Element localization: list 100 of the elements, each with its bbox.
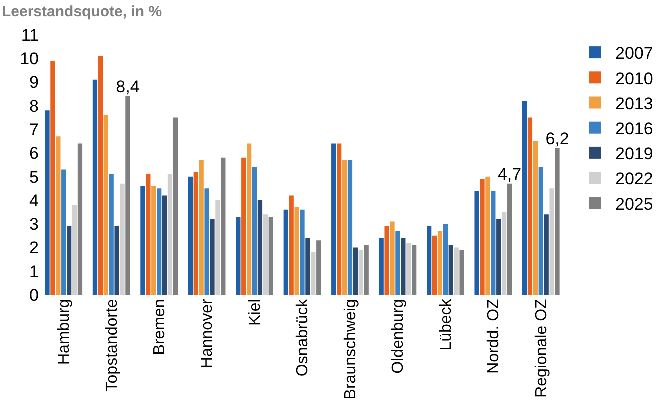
bar: [412, 245, 417, 295]
bar: [311, 252, 316, 295]
bar: [92, 80, 98, 295]
bar: [162, 196, 168, 295]
bar: [140, 186, 146, 295]
y-tick-label: 10: [20, 50, 39, 69]
bar: [45, 110, 50, 295]
bar: [67, 226, 72, 295]
bar: [507, 184, 512, 295]
bar: [268, 217, 274, 295]
bar: [332, 144, 336, 295]
bar: [258, 200, 263, 295]
x-tick-label: Oldenburg: [390, 299, 408, 374]
bar: [98, 56, 103, 295]
bar: [247, 144, 252, 295]
legend-label: 2010: [616, 69, 654, 88]
x-tick-label: Regionale OZ: [533, 298, 550, 398]
bar: [50, 61, 56, 295]
data-label: 8,4: [116, 77, 140, 96]
bar: [242, 158, 246, 295]
x-tick-label: Lübeck: [438, 298, 455, 351]
bar: [289, 196, 294, 295]
bar: [78, 144, 83, 295]
bar: [538, 167, 544, 295]
bar: [146, 174, 151, 295]
bar: [496, 219, 502, 295]
bar: [306, 238, 310, 295]
bar: [379, 238, 384, 295]
y-tick-label: 4: [30, 191, 39, 210]
bar: [454, 248, 459, 295]
bar: [406, 243, 412, 295]
data-label: 4,7: [498, 164, 522, 184]
bar: [56, 136, 61, 295]
bar: [502, 212, 507, 295]
bar: [199, 160, 204, 295]
bar: [443, 224, 448, 295]
bar: [316, 240, 322, 295]
bar: [353, 248, 358, 295]
legend-label: 2022: [616, 170, 654, 189]
bar: [263, 214, 268, 295]
bar: [126, 96, 130, 295]
bar: [221, 158, 226, 295]
legend-label: 2025: [616, 194, 654, 214]
bar: [204, 188, 210, 295]
bar: [533, 141, 538, 295]
chart-title: Leerstandsquote, in %: [2, 4, 162, 21]
bar: [236, 217, 241, 295]
bar: [300, 210, 305, 295]
bar: [555, 148, 560, 295]
x-tick-label: Hannover: [199, 298, 216, 369]
bar: [480, 179, 485, 295]
bar: [109, 174, 114, 295]
bar: [384, 226, 390, 295]
bar: [432, 236, 438, 295]
bar: [401, 238, 406, 295]
x-tick-label: Bremen: [152, 299, 169, 356]
legend-label: 2007: [616, 44, 654, 64]
x-tick-label: Nordd. OZ: [486, 298, 503, 374]
y-tick-label: 1: [30, 262, 39, 282]
x-tick-label: Braunschweig: [342, 299, 360, 400]
legend-label: 2019: [616, 144, 654, 164]
bar: [491, 191, 496, 295]
bar: [284, 210, 288, 295]
bar: [522, 101, 528, 295]
bar: [294, 208, 300, 295]
bar: [120, 184, 125, 295]
y-tick-label: 5: [30, 168, 39, 187]
bar: [104, 115, 108, 295]
data-label: 6,2: [546, 129, 570, 148]
x-tick-label: Osnabrück: [294, 298, 312, 377]
bar: [342, 160, 348, 295]
bar: [364, 245, 369, 295]
bar: [427, 226, 432, 295]
legend-label: 2016: [616, 119, 654, 138]
bar: [486, 176, 490, 295]
bar: [474, 191, 480, 295]
y-tick-label: 9: [30, 73, 39, 92]
bar: [168, 174, 173, 295]
y-tick-label: 6: [30, 144, 39, 164]
bar: [337, 144, 342, 295]
bar: [390, 222, 395, 295]
bar: [216, 200, 220, 295]
x-tick-label: Topstandorte: [104, 299, 121, 392]
y-tick-label: 3: [30, 215, 39, 234]
bar: [188, 176, 193, 295]
bar: [544, 214, 549, 295]
bar: [210, 219, 215, 295]
legend-label: 2013: [616, 94, 654, 114]
bar: [114, 226, 120, 295]
x-tick-label: Hamburg: [56, 299, 74, 366]
bar: [173, 118, 178, 295]
bar: [460, 250, 464, 295]
bar: [438, 231, 443, 295]
bar: [396, 231, 400, 295]
bar: [194, 172, 198, 295]
x-tick-label: Kiel: [246, 299, 264, 326]
bar: [448, 245, 454, 295]
bar: [252, 167, 258, 295]
y-tick-label: 7: [30, 120, 39, 140]
y-tick-label: 0: [30, 286, 39, 305]
